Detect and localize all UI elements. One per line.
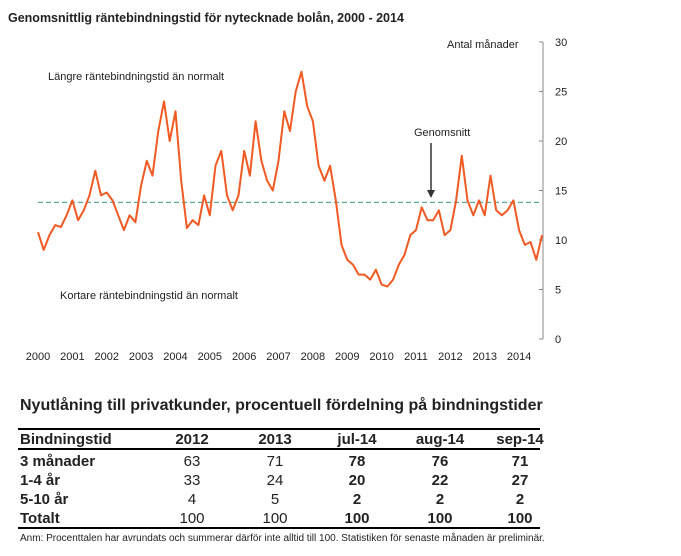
- table-cell: 2: [353, 491, 361, 508]
- table-cell: 2: [436, 491, 444, 508]
- row-label: 5-10 år: [20, 491, 69, 508]
- y-tick-label: 0: [555, 334, 561, 346]
- annotation: Kortare räntebindningstid än normalt: [60, 290, 238, 302]
- x-tick-label: 2002: [94, 351, 118, 363]
- table-cell: 63: [184, 453, 201, 470]
- table-cell: 100: [179, 510, 204, 527]
- y-axis-label: Antal månader: [447, 39, 519, 51]
- x-tick-label: 2000: [26, 351, 50, 363]
- row-label: 3 månader: [20, 453, 95, 470]
- table-note: Anm: Procenttalen har avrundats och summ…: [20, 532, 545, 544]
- chart-title: Genomsnittlig räntebindningstid för nyte…: [8, 11, 404, 25]
- table-cell: 27: [512, 472, 529, 489]
- table-cell: 20: [349, 472, 366, 489]
- y-tick-label: 30: [555, 37, 567, 49]
- table-cell: 100: [344, 510, 369, 527]
- table-cell: 24: [267, 472, 284, 489]
- table-header: 2013: [258, 431, 291, 448]
- data-line: [37, 70, 543, 288]
- table-cell: 100: [427, 510, 452, 527]
- row-label: 1-4 år: [20, 472, 60, 489]
- annotation: Längre räntebindningstid än normalt: [48, 71, 224, 83]
- table-cell: 76: [432, 453, 449, 470]
- x-tick-label: 2011: [404, 351, 428, 363]
- x-tick-label: 2014: [507, 351, 531, 363]
- y-tick-label: 20: [555, 136, 567, 148]
- x-tick-label: 2006: [232, 351, 256, 363]
- table-cell: 33: [184, 472, 201, 489]
- table-header: Bindningstid: [20, 431, 112, 448]
- x-tick-label: 2003: [129, 351, 153, 363]
- y-tick-label: 15: [555, 186, 567, 198]
- table-cell: 100: [507, 510, 532, 527]
- table-cell: 71: [512, 453, 529, 470]
- table-title: Nyutlåning till privatkunder, procentuel…: [20, 396, 543, 414]
- x-tick-label: 2009: [335, 351, 359, 363]
- table-cell: 4: [188, 491, 196, 508]
- y-tick-label: 5: [555, 285, 561, 297]
- table-cell: 100: [262, 510, 287, 527]
- annotation-arrowhead: [427, 190, 435, 198]
- x-tick-label: 2008: [301, 351, 325, 363]
- table-cell: 22: [432, 472, 449, 489]
- table-header: sep-14: [496, 431, 544, 448]
- x-tick-label: 2001: [60, 351, 84, 363]
- table-header: 2012: [175, 431, 208, 448]
- x-tick-label: 2012: [438, 351, 462, 363]
- x-tick-label: 2013: [472, 351, 496, 363]
- table-cell: 71: [267, 453, 284, 470]
- table-header: jul-14: [336, 431, 377, 448]
- table-cell: 5: [271, 491, 279, 508]
- x-tick-label: 2005: [198, 351, 222, 363]
- y-tick-label: 10: [555, 235, 567, 247]
- annotation: Genomsnitt: [414, 127, 470, 139]
- table-cell: 78: [349, 453, 366, 470]
- x-tick-label: 2010: [369, 351, 393, 363]
- table-cell: 2: [516, 491, 524, 508]
- row-label: Totalt: [20, 510, 60, 527]
- x-tick-label: 2004: [163, 351, 187, 363]
- x-tick-label: 2007: [266, 351, 290, 363]
- table-header: aug-14: [416, 431, 465, 448]
- y-tick-label: 25: [555, 87, 567, 99]
